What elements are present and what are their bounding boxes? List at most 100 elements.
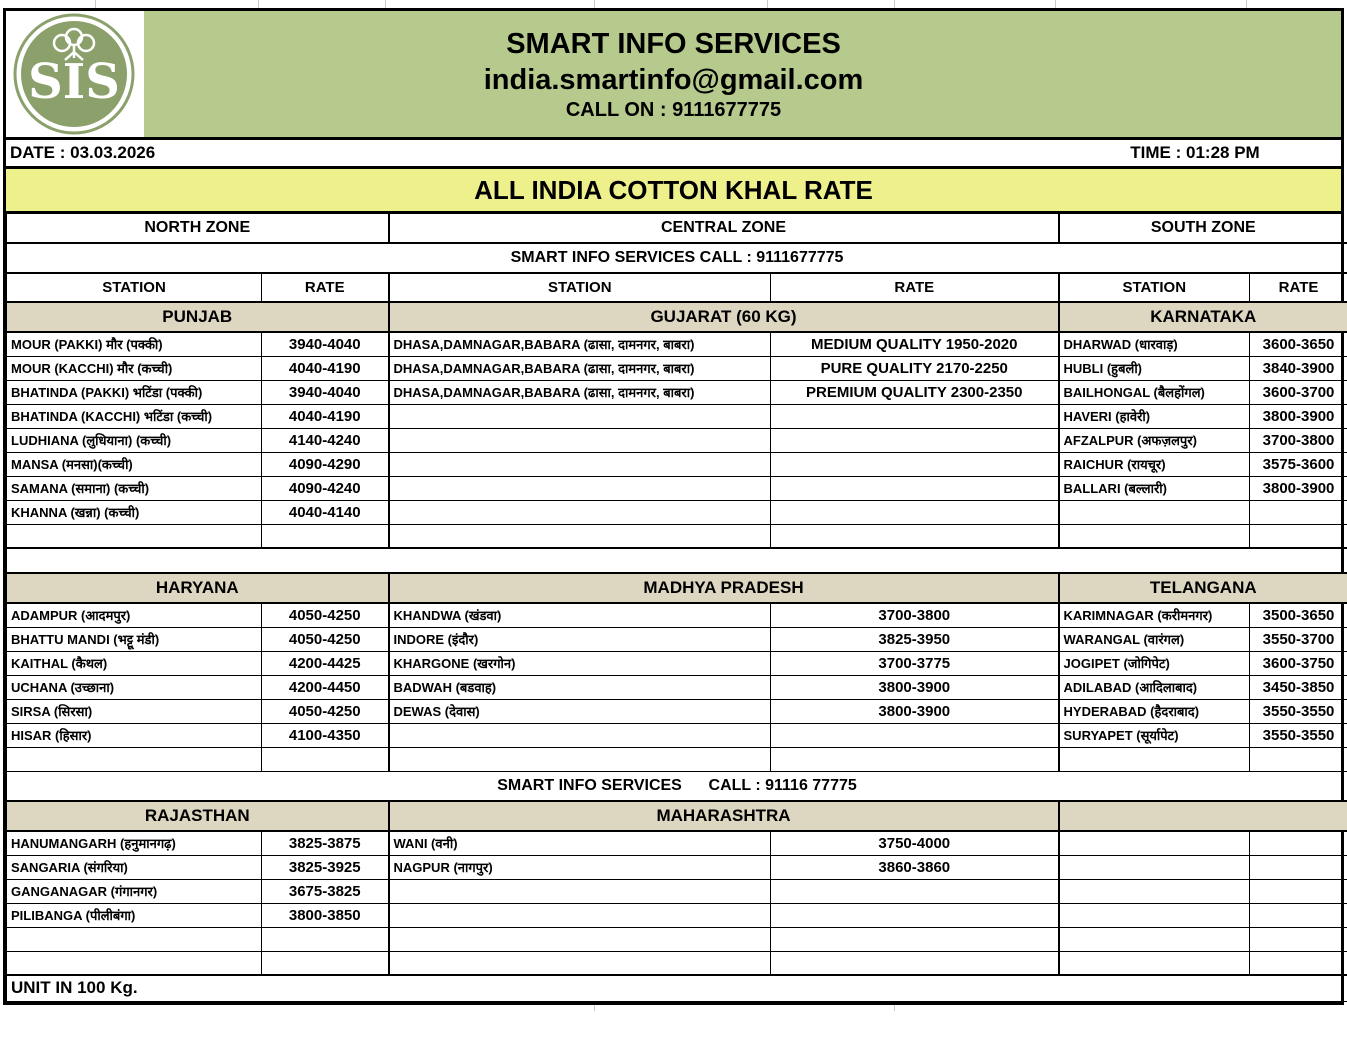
table-row: SAMANA (समाना) (कच्ची) 4090-4240 BALLARI (… xyxy=(6,475,1347,501)
station-cell xyxy=(6,746,262,772)
rate-cell: 3450-3850 xyxy=(1249,674,1347,700)
rate-cell: MEDIUM QUALITY 1950-2020 xyxy=(769,331,1060,357)
state-header-gujarat: GUJARAT (60 KG) xyxy=(387,301,1060,333)
rate-cell xyxy=(769,499,1060,525)
rate-cell: PURE QUALITY 2170-2250 xyxy=(769,355,1060,381)
station-cell xyxy=(6,926,262,952)
rate-cell: 3600-3650 xyxy=(1249,331,1347,357)
rate-cell: 3800-3900 xyxy=(769,698,1060,724)
call-banner: SMART INFO SERVICES CALL : 9111677775 xyxy=(5,242,1347,274)
station-cell xyxy=(1057,926,1251,952)
call-banner-row: SMART INFO SERVICES CALL : 9111677775 xyxy=(5,242,1347,274)
table-row: HANUMANGARH (हनुमानगढ़) 3825-3875 WANI (वन… xyxy=(6,830,1347,856)
rate-cell: 3825-3950 xyxy=(769,626,1060,652)
rate-cell: 4100-4350 xyxy=(261,722,389,748)
state-header-rajasthan: RAJASTHAN xyxy=(6,800,389,832)
mid-call-banner-row: SMART INFO SERVICES CALL : 91116 77775 xyxy=(5,770,1347,802)
rate-cell: 3800-3900 xyxy=(1249,475,1347,501)
station-cell: HUBLI (हुबली) xyxy=(1057,355,1251,381)
station-cell xyxy=(387,475,771,501)
station-cell: BHATINDA (KACCHI) भटिंडा (कच्ची) xyxy=(6,403,262,429)
table-row: LUDHIANA (लुधियाना) (कच्ची) 4140-4240 AFZA… xyxy=(6,427,1347,453)
state-header-maharashtra: MAHARASHTRA xyxy=(387,800,1060,832)
station-cell xyxy=(387,902,771,928)
state-header-punjab: PUNJAB xyxy=(6,301,389,333)
table-row: HISAR (हिसार) 4100-4350 SURYAPET (सूर्यापे… xyxy=(6,722,1347,748)
col-station-central: STATION xyxy=(387,272,771,303)
station-cell xyxy=(1057,746,1251,772)
state-header-row: HARYANA MADHYA PRADESH TELANGANA xyxy=(6,572,1347,604)
svg-text:SIS: SIS xyxy=(28,54,120,110)
rate-cell: 3825-3875 xyxy=(261,830,389,856)
rate-cell xyxy=(769,746,1060,772)
station-cell: HAVERI (हावेरी) xyxy=(1057,403,1251,429)
station-cell xyxy=(387,878,771,904)
rate-cell: 3700-3775 xyxy=(769,650,1060,676)
rate-cell xyxy=(1249,854,1347,880)
table-row: SANGARIA (संगरिया) 3825-3925 NAGPUR (नागपु… xyxy=(6,854,1347,880)
rate-cell: 3800-3850 xyxy=(261,902,389,928)
station-cell: AFZALPUR (अफज़लपुर) xyxy=(1057,427,1251,453)
state-header-empty xyxy=(1057,800,1347,832)
rate-cell: 4050-4250 xyxy=(261,602,389,628)
rate-cell: 4200-4450 xyxy=(261,674,389,700)
station-cell: UCHANA (उच्छाना) xyxy=(6,674,262,700)
station-cell xyxy=(387,427,771,453)
rate-cell: 3500-3650 xyxy=(1249,602,1347,628)
table-row: BHATINDA (PAKKI) भटिंडा (पक्की) 3940-4040… xyxy=(6,379,1347,405)
rate-cell: 3840-3900 xyxy=(1249,355,1347,381)
table-row: KAITHAL (कैथल) 4200-4425 KHARGONE (खरगोन) 3… xyxy=(6,650,1347,676)
station-cell: DHASA,DAMNAGAR,BABARA (ढासा, दामनगर, बाब… xyxy=(387,355,771,381)
table-row: BHATTU MANDI (भट्टू मंडी) 4050-4250 INDORE… xyxy=(6,626,1347,652)
station-cell: WANI (वनी) xyxy=(387,830,771,856)
station-cell xyxy=(387,523,771,549)
rate-cell: 4090-4290 xyxy=(261,451,389,477)
unit-note-row: UNIT IN 100 Kg. xyxy=(5,974,1347,1002)
station-cell xyxy=(1057,854,1251,880)
zone-south: SOUTH ZONE xyxy=(1057,214,1347,244)
station-cell: HYDERABAD (हैदराबाद) xyxy=(1057,698,1251,724)
state-header-telangana: TELANGANA xyxy=(1057,572,1347,604)
station-cell: DHASA,DAMNAGAR,BABARA (ढासा, दामनगर, बाब… xyxy=(387,379,771,405)
rate-cell xyxy=(769,523,1060,549)
time-label: TIME : 01:28 PM xyxy=(1130,143,1260,162)
rate-cell: 4200-4425 xyxy=(261,650,389,676)
table-row: UCHANA (उच्छाना) 4200-4450 BADWAH (बडवाह) 3… xyxy=(6,674,1347,700)
state-header-row: RAJASTHAN MAHARASHTRA xyxy=(6,800,1347,832)
station-cell: MOUR (PAKKI) मौर (पक्की) xyxy=(6,331,262,357)
station-cell: BAILHONGAL (बैलहोंगल) xyxy=(1057,379,1251,405)
rate-cell: 3675-3825 xyxy=(261,878,389,904)
section-gap-row xyxy=(5,547,1347,574)
rate-sheet-document: SIS SMART INFO SERVICES india.smartinfo@… xyxy=(3,8,1347,1005)
table-row: MANSA (मनसा)(कच्ची) 4090-4290 RAICHUR (राय… xyxy=(6,451,1347,477)
rate-cell xyxy=(261,926,389,952)
rate-cell: 4040-4140 xyxy=(261,499,389,525)
rate-cell: 3700-3800 xyxy=(769,602,1060,628)
rate-cell: 3550-3700 xyxy=(1249,626,1347,652)
station-cell xyxy=(6,523,262,549)
date-time-row: DATE : 03.03.2026 TIME : 01:28 PM xyxy=(6,140,1341,169)
column-header-row: STATION RATE STATION RATE STATION RATE xyxy=(6,272,1347,303)
state-header-row: PUNJAB GUJARAT (60 KG) KARNATAKA xyxy=(6,301,1347,333)
station-cell: MOUR (KACCHI) मौर (कच्ची) xyxy=(6,355,262,381)
station-cell: LUDHIANA (लुधियाना) (कच्ची) xyxy=(6,427,262,453)
rate-cell: 4040-4190 xyxy=(261,355,389,381)
table-row: MOUR (PAKKI) मौर (पक्की) 3940-4040 DHASA,D… xyxy=(6,331,1347,357)
table-row: PILIBANGA (पीलीबंगा) 3800-3850 xyxy=(6,902,1347,928)
rate-cell: 3700-3800 xyxy=(1249,427,1347,453)
station-cell: JOGIPET (जोगिपेट) xyxy=(1057,650,1251,676)
rate-cell: 4040-4190 xyxy=(261,403,389,429)
rate-cell: 3860-3860 xyxy=(769,854,1060,880)
rate-cell: 3825-3925 xyxy=(261,854,389,880)
col-rate-central: RATE xyxy=(769,272,1060,303)
rate-cell: 4090-4240 xyxy=(261,475,389,501)
rate-table: NORTH ZONE CENTRAL ZONE SOUTH ZONE SMART… xyxy=(5,214,1347,1002)
table-row: MOUR (KACCHI) मौर (कच्ची) 4040-4190 DHASA,… xyxy=(6,355,1347,381)
table-row xyxy=(6,950,1347,976)
station-cell: BHATTU MANDI (भट्टू मंडी) xyxy=(6,626,262,652)
mid-call-banner: SMART INFO SERVICES CALL : 91116 77775 xyxy=(5,770,1347,802)
station-cell xyxy=(387,451,771,477)
rate-cell xyxy=(1249,523,1347,549)
rate-cell: 3600-3750 xyxy=(1249,650,1347,676)
station-cell: RAICHUR (रायचूर) xyxy=(1057,451,1251,477)
